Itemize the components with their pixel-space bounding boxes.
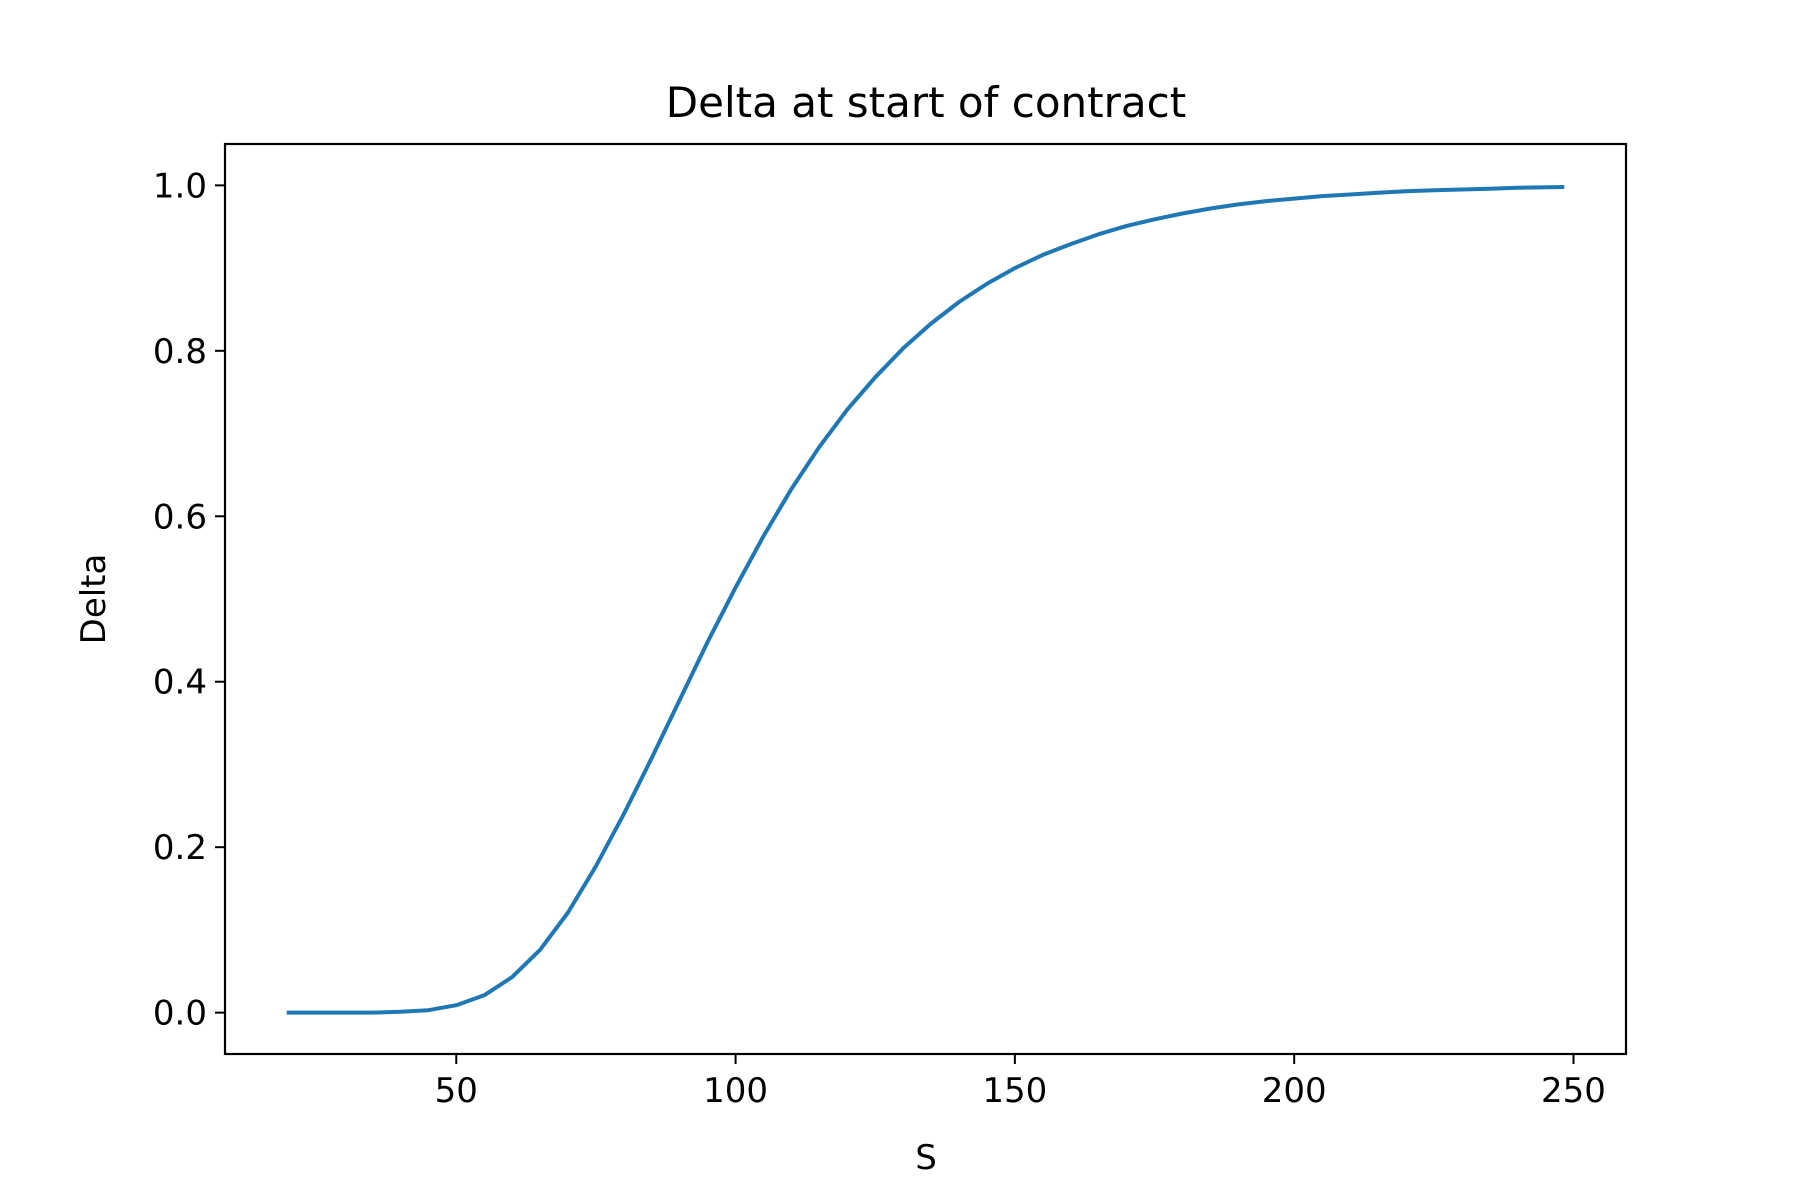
y-tick-label: 0.2 (153, 828, 207, 868)
axes-frame (223, 142, 1628, 1056)
x-axis-label: S (915, 1138, 937, 1178)
delta-series-line (286, 184, 1565, 1015)
y-tick-label: 0.8 (153, 332, 207, 372)
x-tick-label: 150 (982, 1071, 1047, 1111)
x-tick-label: 100 (703, 1071, 768, 1111)
y-tick-label: 0.0 (153, 994, 207, 1034)
chart-title: Delta at start of contract (666, 78, 1186, 127)
x-axis: 50 100 150 200 250 (435, 1054, 1606, 1111)
y-tick-label: 0.6 (153, 497, 207, 537)
y-tick-label: 1.0 (153, 166, 207, 206)
x-tick-label: 50 (435, 1071, 478, 1111)
y-tick-label: 0.4 (153, 663, 207, 703)
y-axis: 0.0 0.2 0.4 0.6 0.8 1.0 (153, 166, 225, 1034)
y-axis-label: Delta (74, 554, 114, 645)
plot-area (286, 184, 1565, 1015)
x-tick-label: 200 (1262, 1071, 1327, 1111)
x-tick-label: 250 (1541, 1071, 1606, 1111)
